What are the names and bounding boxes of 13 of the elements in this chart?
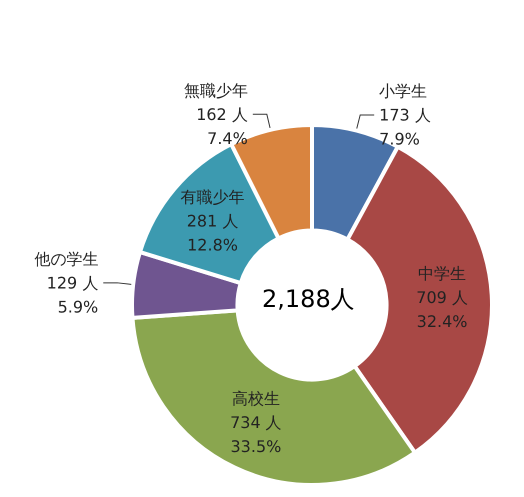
data-label: 173 人 7.9% [379, 106, 431, 149]
data-label: 281 人 12.8% [186, 211, 238, 254]
data-label: 162 人 7.4% [196, 104, 248, 148]
text: 2,188人 [262, 285, 355, 313]
slice-label: 高校生 [232, 389, 280, 408]
slice-label: 中学生 [418, 264, 466, 284]
data-label: 709 人 32.4% [416, 288, 468, 332]
slice-label: 無職少年 [184, 80, 248, 100]
slice-label: 有職少年 [180, 187, 245, 206]
slice-label: 小学生 [379, 82, 428, 101]
data-label: 129 人 5.9% [46, 273, 98, 316]
data-label: 734 人 33.5% [230, 413, 282, 456]
slice-label: 他の学生 [34, 249, 98, 268]
